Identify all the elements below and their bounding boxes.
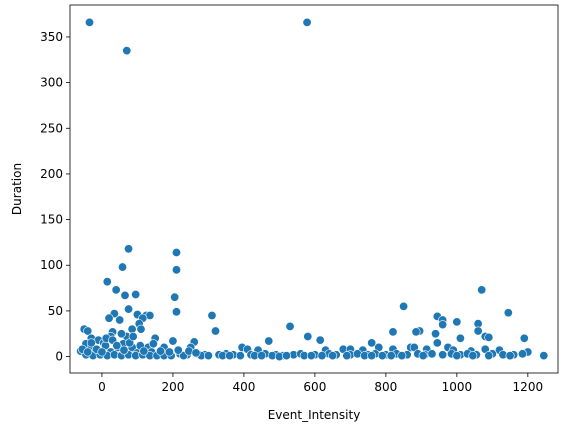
data-point-10 [131, 289, 141, 299]
data-point-7 [102, 277, 112, 287]
y-axis-label: Duration [10, 163, 24, 215]
y-tick-label: 50 [48, 304, 63, 318]
data-point-149 [225, 351, 235, 361]
data-point-102 [235, 351, 245, 361]
data-point-157 [317, 351, 327, 361]
data-point-183 [139, 346, 149, 356]
data-point-54 [168, 336, 178, 346]
y-tick-label: 0 [55, 350, 63, 364]
x-tick-label: 800 [374, 380, 397, 394]
points-layer [76, 17, 549, 362]
data-point-50 [484, 332, 494, 342]
x-tick-label: 600 [303, 380, 326, 394]
data-point-147 [203, 351, 213, 361]
data-point-35 [473, 326, 483, 336]
data-point-177 [112, 341, 122, 351]
y-tick-label: 300 [40, 76, 63, 90]
x-tick-label: 0 [98, 380, 106, 394]
data-point-40 [83, 326, 93, 336]
data-point-8 [111, 285, 121, 295]
data-point-172 [86, 338, 96, 348]
data-point-165 [418, 351, 428, 361]
data-point-186 [164, 347, 174, 357]
data-point-52 [455, 333, 465, 343]
data-point-174 [97, 347, 107, 357]
data-point-48 [303, 331, 313, 341]
data-point-33 [136, 324, 146, 334]
data-point-162 [377, 351, 387, 361]
data-point-1 [302, 17, 312, 27]
data-point-9 [477, 285, 487, 295]
data-point-30 [438, 320, 448, 330]
y-tick-label: 350 [40, 30, 63, 44]
data-point-163 [386, 351, 396, 361]
data-point-51 [519, 333, 529, 343]
y-tick-label: 250 [40, 121, 63, 135]
data-point-151 [257, 351, 267, 361]
data-point-131 [539, 351, 549, 361]
data-point-53 [432, 338, 442, 348]
data-point-185 [156, 346, 166, 356]
data-point-25 [115, 315, 125, 325]
data-point-56 [264, 336, 274, 346]
data-point-166 [452, 351, 462, 361]
x-tick-label: 400 [232, 380, 255, 394]
data-point-130 [518, 349, 528, 359]
data-point-0 [85, 17, 95, 27]
data-point-121 [427, 349, 437, 359]
data-point-171 [83, 347, 93, 357]
data-point-156 [306, 351, 316, 361]
data-point-21 [207, 310, 217, 320]
x-tick-label: 1000 [442, 380, 473, 394]
y-tick-label: 200 [40, 167, 63, 181]
data-point-15 [171, 307, 181, 317]
data-point-167 [468, 351, 478, 361]
data-point-16 [503, 308, 513, 318]
data-point-4 [171, 247, 181, 257]
data-point-12 [170, 292, 180, 302]
data-point-36 [211, 326, 221, 336]
data-point-187 [173, 345, 183, 355]
data-point-159 [342, 351, 352, 361]
data-point-181 [128, 331, 138, 341]
y-axis-ticks: 0 50 100 150 200 250 300 350 [40, 30, 70, 364]
data-point-24 [104, 313, 114, 323]
data-point-178 [116, 329, 126, 339]
data-point-34 [285, 321, 295, 331]
x-axis-ticks: 0 200 400 600 800 1000 1200 [98, 373, 543, 394]
axes-layer [69, 4, 559, 374]
data-point-5 [171, 265, 181, 275]
data-point-184 [148, 339, 158, 349]
x-tick-label: 1200 [513, 380, 544, 394]
data-point-168 [484, 351, 494, 361]
data-point-122 [438, 350, 448, 360]
data-point-55 [315, 335, 325, 345]
data-point-3 [124, 244, 134, 254]
data-point-57 [367, 338, 377, 348]
x-axis-label: Event_Intensity [268, 408, 361, 422]
data-point-164 [397, 351, 407, 361]
x-tick-label: 200 [161, 380, 184, 394]
y-tick-label: 100 [40, 258, 63, 272]
data-point-39 [411, 327, 421, 337]
data-point-6 [118, 262, 128, 272]
data-point-154 [281, 351, 291, 361]
data-point-2 [122, 46, 132, 56]
data-point-43 [431, 329, 441, 339]
data-point-179 [119, 345, 129, 355]
data-point-11 [120, 290, 130, 300]
data-point-189 [191, 348, 201, 358]
y-tick-label: 150 [40, 213, 63, 227]
data-point-158 [328, 351, 338, 361]
data-point-161 [367, 351, 377, 361]
plot-frame [69, 4, 559, 374]
data-point-169 [505, 351, 515, 361]
data-point-14 [124, 304, 134, 314]
data-point-13 [399, 301, 409, 311]
data-point-27 [452, 317, 462, 327]
data-point-37 [388, 327, 398, 337]
